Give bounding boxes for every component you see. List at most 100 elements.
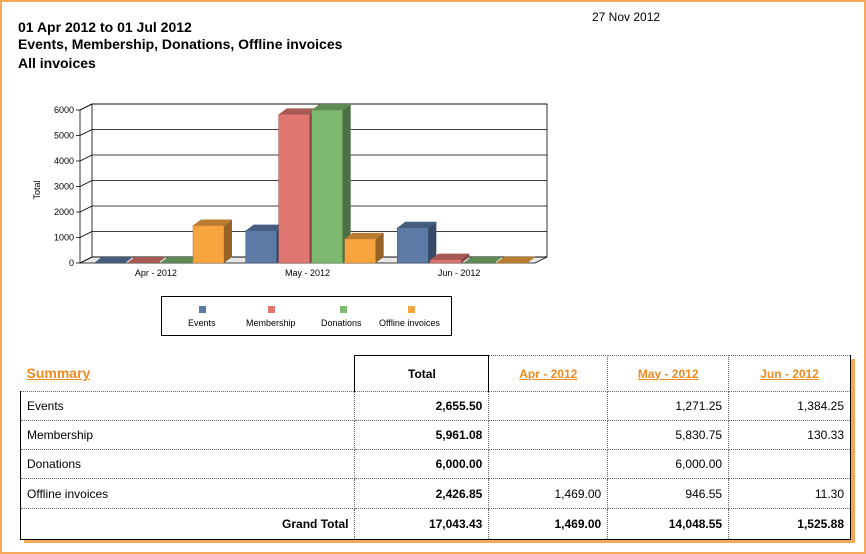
grand-total-value: 17,043.43	[354, 508, 490, 540]
bar-membership	[278, 114, 310, 264]
table-row: Offline invoices 2,426.85 1,469.00 946.5…	[19, 478, 851, 509]
row-apr	[488, 420, 609, 450]
bar-top	[397, 221, 437, 228]
grand-total-row: Grand Total 17,043.43 1,469.00 14,048.55…	[19, 508, 851, 540]
row-jun: 1,384.25	[728, 391, 851, 421]
table-row: Membership 5,961.08 5,830.75 130.33	[19, 420, 851, 450]
y-axis-label: Total	[32, 180, 42, 199]
bar-side	[342, 104, 351, 263]
row-label: Membership	[19, 420, 356, 450]
summary-table: Summary Total Apr - 2012 May - 2012 Jun …	[19, 355, 851, 540]
legend-label-offline: Offline invoices	[379, 318, 440, 328]
bar-top	[278, 108, 318, 115]
legend-label-membership: Membership	[246, 318, 296, 328]
grand-total-apr: 1,469.00	[488, 508, 609, 540]
summary-title-link[interactable]: Summary	[26, 365, 91, 382]
bar-donations	[311, 109, 343, 264]
y-tick-label: 2000	[54, 207, 74, 217]
grid-diag	[79, 154, 93, 162]
bar-top	[463, 257, 503, 263]
legend-swatch-events	[199, 306, 206, 313]
y-tick-label: 5000	[54, 131, 74, 141]
row-total: 2,426.85	[354, 478, 490, 509]
grid-diag	[79, 231, 93, 238]
row-apr	[488, 449, 609, 479]
grand-total-label: Grand Total	[19, 508, 356, 540]
legend-label-donations: Donations	[321, 318, 362, 328]
chart-legend: Events Membership Donations Offline invo…	[161, 296, 452, 336]
bar-side	[428, 221, 437, 263]
bar-top	[496, 256, 536, 263]
bar-events	[397, 227, 429, 264]
row-label: Donations	[19, 449, 356, 479]
report-categories: Events, Membership, Donations, Offline i…	[18, 36, 343, 52]
row-label: Events	[19, 391, 356, 421]
bar-offline-invoices	[192, 225, 225, 264]
y-tick-label: 1000	[54, 233, 74, 243]
row-jun: 130.33	[728, 420, 851, 450]
row-may: 1,271.25	[607, 391, 730, 421]
row-total: 2,655.50	[354, 391, 490, 421]
bar-top	[127, 257, 166, 263]
legend-swatch-offline	[408, 306, 415, 313]
bar-events	[245, 230, 277, 264]
report-date: 27 Nov 2012	[592, 10, 661, 24]
legend-item-events: Events	[162, 297, 242, 335]
bar-side	[375, 232, 384, 263]
row-apr	[488, 391, 609, 421]
header-may-link[interactable]: May - 2012	[607, 355, 730, 392]
legend-item-donations: Donations	[314, 297, 394, 335]
legend-item-membership: Membership	[242, 297, 322, 335]
grid-diag	[79, 129, 93, 136]
report-filter: All invoices	[18, 55, 96, 71]
report-period: 01 Apr 2012 to 01 Jul 2012	[18, 19, 192, 35]
bar-top	[160, 257, 199, 263]
row-may: 6,000.00	[607, 449, 730, 479]
table-shadow	[24, 539, 855, 543]
legend-label-events: Events	[188, 318, 216, 328]
legend-swatch-donations	[340, 306, 347, 313]
row-apr: 1,469.00	[488, 478, 609, 509]
header-total: Total	[354, 355, 490, 392]
bar-top	[193, 219, 232, 226]
y-tick-label: 3000	[54, 182, 74, 192]
header-jun-link[interactable]: Jun - 2012	[728, 355, 851, 392]
y-tick-label: 6000	[54, 105, 74, 115]
header-apr-link[interactable]: Apr - 2012	[488, 355, 609, 392]
y-tick-label: 0	[69, 258, 74, 268]
bar-side	[461, 253, 470, 263]
row-total: 5,961.08	[354, 420, 490, 450]
row-label: Offline invoices	[19, 478, 356, 509]
summary-header-row: Summary Total Apr - 2012 May - 2012 Jun …	[21, 355, 851, 392]
row-jun: 11.30	[728, 478, 851, 509]
table-shadow-right	[851, 359, 855, 543]
grid-diag	[79, 103, 93, 111]
bar-side	[527, 256, 536, 263]
grid-diag	[79, 205, 93, 213]
row-total: 6,000.00	[354, 449, 490, 479]
grid-diag	[79, 256, 93, 264]
bar-offline-invoices	[344, 238, 376, 264]
bar-chart: 0 1000 2000 3000 4000 5000 6000 Total Apr - 2012…	[32, 103, 548, 278]
bar-top	[245, 224, 285, 231]
row-may: 946.55	[607, 478, 730, 509]
grand-total-jun: 1,525.88	[728, 508, 851, 540]
bar-top	[430, 253, 470, 260]
x-tick-label: Apr - 2012	[135, 268, 177, 278]
grid-diag	[79, 180, 93, 187]
bar-side	[224, 219, 232, 263]
grand-total-may: 14,048.55	[607, 508, 730, 540]
bar-top	[344, 232, 384, 239]
table-row: Events 2,655.50 1,271.25 1,384.25	[19, 391, 851, 421]
table-row: Donations 6,000.00 6,000.00	[19, 449, 851, 479]
bar-top	[311, 104, 351, 110]
row-jun	[728, 449, 851, 479]
x-tick-label: Jun - 2012	[438, 268, 481, 278]
legend-swatch-membership	[268, 306, 275, 313]
y-tick-label: 4000	[54, 156, 74, 166]
bar-top	[94, 257, 133, 263]
bar-membership	[430, 259, 462, 264]
x-tick-label: May - 2012	[285, 268, 330, 278]
legend-item-offline: Offline invoices	[378, 297, 458, 335]
